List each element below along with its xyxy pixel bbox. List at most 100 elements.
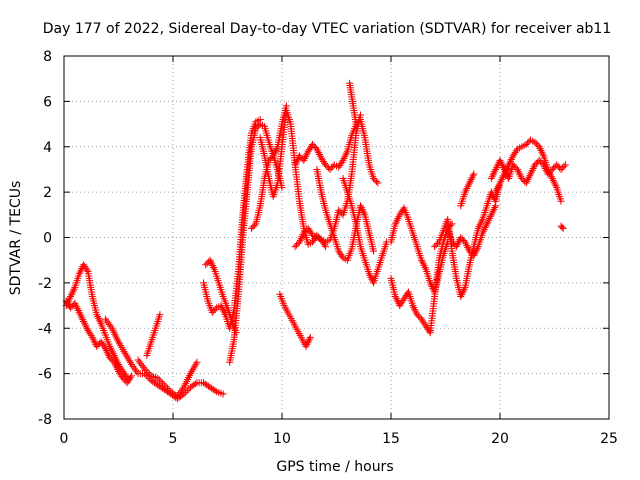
- data-point: [557, 197, 565, 205]
- data-point: [162, 383, 170, 391]
- data-point: [395, 213, 403, 221]
- data-point: [138, 361, 146, 369]
- data-point: [352, 120, 360, 128]
- data-point: [326, 165, 334, 173]
- data-point: [76, 310, 84, 318]
- data-point: [303, 149, 311, 157]
- data-point: [419, 260, 427, 268]
- data-point: [90, 337, 98, 345]
- y-tick-label: -4: [38, 321, 52, 337]
- data-point: [391, 292, 399, 300]
- data-point: [343, 149, 351, 157]
- data-point: [493, 164, 501, 172]
- data-point: [391, 220, 399, 228]
- data-point: [557, 165, 565, 173]
- data-point: [305, 337, 313, 345]
- data-point: [107, 322, 115, 330]
- data-point: [425, 327, 433, 335]
- data-point: [358, 205, 366, 213]
- data-point: [463, 242, 471, 250]
- data-point: [211, 305, 219, 313]
- data-point: [548, 175, 556, 183]
- data-point: [100, 343, 108, 351]
- data-point: [418, 258, 426, 266]
- data-point: [202, 261, 210, 269]
- data-point: [69, 287, 77, 295]
- data-point: [67, 291, 75, 299]
- data-point: [338, 252, 346, 260]
- series-arc-10: [247, 152, 286, 232]
- data-point: [428, 283, 436, 291]
- data-point: [341, 153, 349, 161]
- data-point: [253, 123, 261, 131]
- data-point: [471, 250, 479, 258]
- data-point: [509, 161, 517, 169]
- data-point: [175, 390, 183, 398]
- data-point: [165, 386, 173, 394]
- data-point: [502, 169, 510, 177]
- data-point: [304, 339, 312, 347]
- data-point: [112, 362, 120, 370]
- x-tick-label: 15: [382, 431, 400, 447]
- data-point: [78, 314, 86, 322]
- data-point: [452, 243, 460, 251]
- data-point: [464, 183, 472, 191]
- data-point: [82, 323, 90, 331]
- axis-ticks: 0 5 10 15 20 25 -8 -6 -4 -2 0 2 4 6 8: [38, 49, 618, 447]
- data-point: [142, 367, 150, 375]
- x-tick-label: 0: [60, 431, 69, 447]
- data-point: [110, 358, 118, 366]
- data-point: [392, 294, 400, 302]
- data-point: [454, 239, 462, 247]
- data-point: [76, 268, 84, 276]
- series-arc-20: [444, 202, 500, 260]
- data-point: [516, 171, 524, 179]
- data-point: [486, 214, 494, 222]
- data-point: [474, 224, 482, 232]
- data-point: [135, 358, 143, 366]
- data-point: [315, 150, 323, 158]
- data-point: [301, 155, 309, 163]
- data-point: [128, 372, 136, 380]
- data-point: [515, 169, 523, 177]
- data-point: [453, 241, 461, 249]
- data-point: [310, 142, 318, 150]
- data-point: [489, 171, 497, 179]
- data-point: [360, 209, 368, 217]
- data-point: [487, 175, 495, 183]
- series-arc-12: [291, 111, 364, 251]
- data-point: [522, 140, 530, 148]
- data-point: [322, 161, 330, 169]
- data-point: [434, 240, 442, 248]
- data-point: [458, 235, 466, 243]
- series-arc-4: [134, 356, 201, 400]
- data-point: [293, 157, 301, 165]
- data-point: [496, 156, 504, 164]
- data-point: [132, 366, 140, 374]
- data-point: [500, 165, 508, 173]
- data-point: [300, 156, 308, 164]
- data-point: [220, 307, 228, 315]
- data-point: [129, 362, 137, 370]
- data-point: [96, 318, 104, 326]
- data-point: [532, 140, 540, 148]
- data-point: [392, 218, 400, 226]
- data-point: [432, 241, 440, 249]
- data-point: [499, 174, 507, 182]
- data-point: [525, 174, 533, 182]
- data-point: [313, 145, 321, 153]
- data-point: [487, 211, 495, 219]
- data-point: [291, 161, 299, 169]
- data-point: [528, 166, 536, 174]
- data-point: [493, 184, 501, 192]
- data-point: [561, 161, 569, 169]
- series-arc-23: [509, 156, 569, 187]
- series-arc-24: [487, 156, 517, 183]
- data-point: [514, 167, 522, 175]
- x-axis-label: GPS time / hours: [276, 459, 393, 475]
- data-point: [77, 266, 85, 274]
- data-point: [81, 321, 89, 329]
- data-point: [507, 155, 515, 163]
- data-point: [105, 321, 113, 329]
- data-point: [460, 285, 468, 293]
